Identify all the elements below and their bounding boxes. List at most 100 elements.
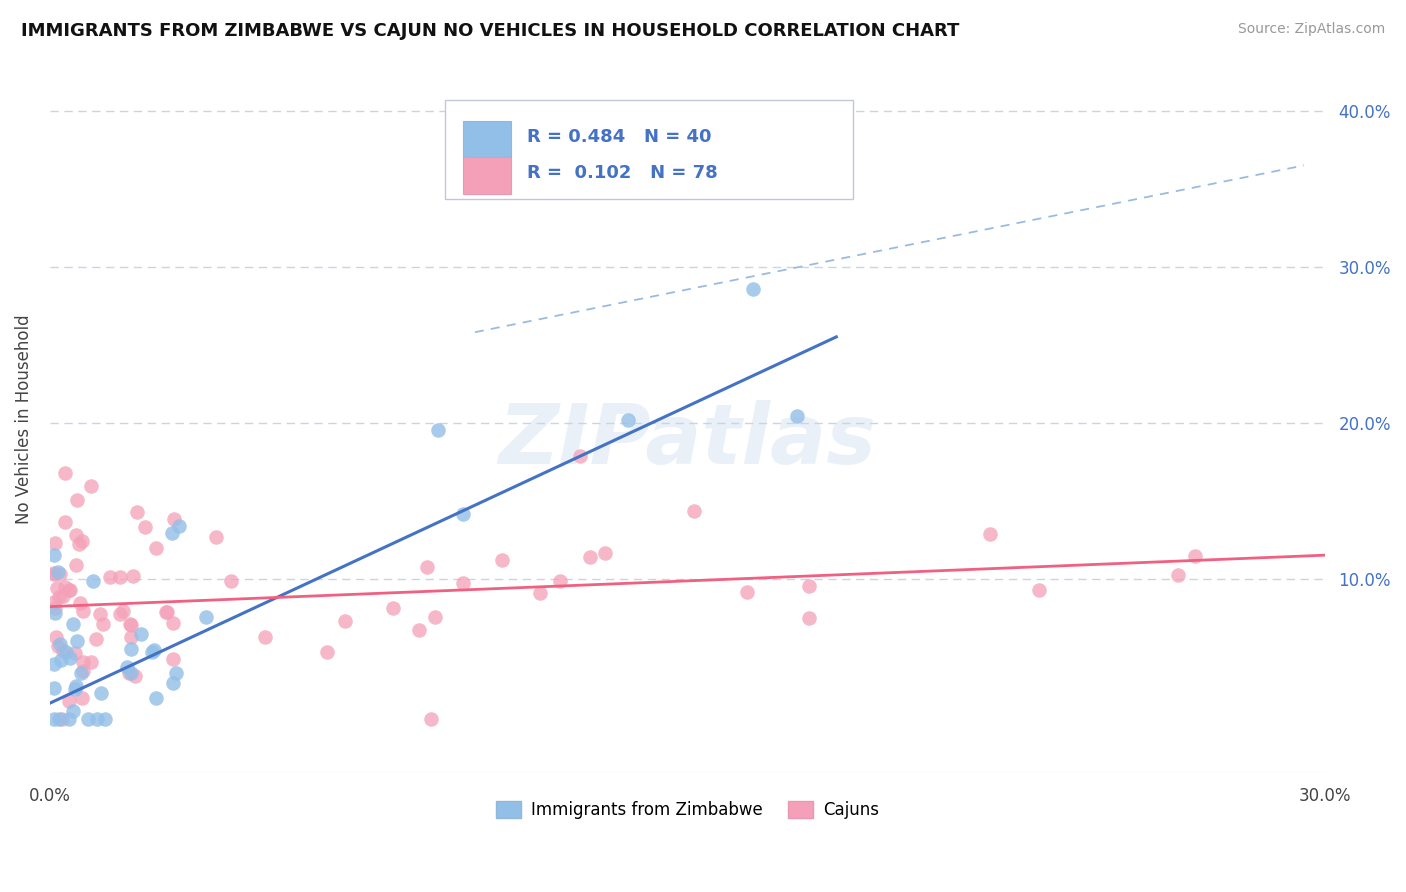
Point	[48, 712, 70, 726]
Point	[48, 566, 70, 581]
Point	[59, 651, 82, 665]
Point	[423, 610, 446, 624]
Point	[42, 549, 65, 563]
Point	[67, 536, 90, 550]
Text: IMMIGRANTS FROM ZIMBABWE VS CAJUN NO VEHICLES IN HOUSEHOLD CORRELATION CHART: IMMIGRANTS FROM ZIMBABWE VS CAJUN NO VEH…	[21, 22, 959, 40]
Point	[46, 581, 69, 595]
Point	[72, 655, 94, 669]
Point	[44, 601, 66, 615]
Point	[741, 282, 763, 296]
Point	[593, 545, 616, 559]
Point	[62, 616, 84, 631]
Point	[451, 575, 474, 590]
Point	[58, 693, 80, 707]
Point	[55, 645, 77, 659]
Point	[145, 691, 167, 706]
Point	[335, 614, 357, 628]
Point	[69, 596, 91, 610]
Point	[127, 505, 149, 519]
Point	[799, 579, 821, 593]
Point	[42, 657, 65, 672]
Point	[53, 466, 76, 480]
Point	[160, 526, 183, 541]
Point	[427, 424, 450, 438]
Y-axis label: No Vehicles in Household: No Vehicles in Household	[15, 314, 32, 524]
Point	[141, 645, 163, 659]
Point	[42, 681, 65, 695]
Point	[108, 607, 131, 621]
Point	[120, 618, 142, 632]
Point	[48, 590, 70, 604]
Point	[89, 607, 111, 622]
Point	[548, 574, 571, 589]
Point	[129, 627, 152, 641]
Point	[42, 595, 65, 609]
Point	[65, 527, 87, 541]
Point	[316, 645, 339, 659]
Point	[49, 637, 72, 651]
Point	[169, 519, 191, 533]
Point	[120, 642, 142, 657]
Point	[44, 535, 66, 549]
Point	[70, 533, 93, 548]
Point	[491, 553, 513, 567]
Point	[42, 567, 65, 582]
Point	[62, 704, 84, 718]
Point	[86, 712, 108, 726]
Point	[51, 712, 73, 726]
Point	[84, 632, 107, 647]
Point	[93, 616, 115, 631]
Point	[120, 665, 142, 680]
Point	[1028, 582, 1050, 597]
Point	[165, 665, 187, 680]
Point	[115, 660, 138, 674]
Point	[66, 493, 89, 508]
Point	[58, 583, 80, 598]
Point	[112, 604, 135, 618]
Point	[52, 589, 75, 603]
Point	[162, 615, 184, 630]
Point	[420, 712, 443, 726]
Point	[79, 479, 101, 493]
Point	[569, 450, 592, 464]
Point	[46, 565, 69, 579]
Point	[53, 515, 76, 529]
Point	[42, 566, 65, 581]
Point	[77, 712, 100, 726]
Point	[579, 549, 602, 564]
Point	[162, 675, 184, 690]
Point	[100, 570, 122, 584]
Point	[194, 609, 217, 624]
Point	[529, 585, 551, 599]
Point	[53, 580, 76, 594]
Point	[65, 679, 87, 693]
Point	[163, 512, 186, 526]
Point	[205, 530, 228, 544]
Point	[58, 712, 80, 726]
Text: ZIPatlas: ZIPatlas	[499, 400, 876, 481]
Point	[451, 507, 474, 521]
Point	[382, 601, 405, 615]
Point	[70, 666, 93, 681]
Point	[143, 643, 166, 657]
Point	[134, 520, 156, 534]
Point	[1184, 549, 1206, 563]
Point	[219, 574, 242, 589]
Point	[82, 574, 104, 588]
Point	[108, 570, 131, 584]
Point	[616, 413, 638, 427]
Point	[65, 646, 87, 660]
Point	[52, 644, 75, 658]
Point	[72, 690, 94, 705]
Point	[66, 633, 89, 648]
Point	[118, 666, 141, 681]
Point	[51, 653, 73, 667]
Point	[94, 712, 117, 726]
Point	[118, 617, 141, 632]
FancyBboxPatch shape	[463, 157, 512, 194]
Point	[416, 560, 439, 574]
Point	[122, 569, 145, 583]
Point	[72, 604, 94, 618]
Point	[797, 611, 820, 625]
Point	[42, 712, 65, 726]
